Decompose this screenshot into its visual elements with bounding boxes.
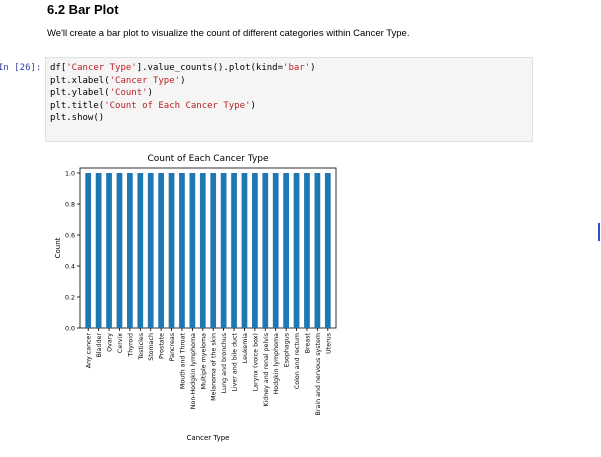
bar <box>85 173 92 328</box>
bar <box>116 173 123 328</box>
x-tick-label: Thyroid <box>127 333 134 358</box>
bar <box>137 173 144 328</box>
bar <box>199 173 206 328</box>
bar <box>293 173 300 328</box>
x-tick-label: Cervix <box>117 333 124 353</box>
code-line: plt.ylabel('Count') <box>50 88 153 98</box>
text-cursor <box>598 223 600 241</box>
x-axis-label: Cancer Type <box>187 434 230 442</box>
x-tick-label: Multiple myeloma <box>200 333 207 389</box>
bar <box>314 173 321 328</box>
bar <box>272 173 279 328</box>
cell-prompt: In [26]: <box>0 63 42 73</box>
x-tick-label: Mouth and Throat <box>179 332 186 389</box>
x-tick-label: Bladder <box>96 333 103 358</box>
x-tick-label: Non-Hodgkin lymphoma <box>190 333 197 409</box>
code-token: ) <box>147 88 153 98</box>
bar <box>179 173 185 328</box>
chart-title: Count of Each Cancer Type <box>147 154 269 164</box>
y-tick-label: 0.6 <box>65 232 75 239</box>
bar <box>106 173 112 328</box>
code-token: plt.xlabel( <box>50 75 110 86</box>
y-tick-label: 1.0 <box>65 170 75 177</box>
bar <box>168 173 175 328</box>
x-tick-label: Brain and nervous system <box>315 333 322 415</box>
code-line: df['Cancer Type'].value_counts().plot(ki… <box>50 63 316 73</box>
x-tick-label: Melanoma of the skin <box>211 333 218 401</box>
bar <box>283 173 289 328</box>
code-string: 'bar' <box>283 63 311 73</box>
y-tick-label: 0.0 <box>65 325 75 332</box>
x-tick-label: Pancreas <box>169 333 176 361</box>
bar <box>147 173 154 328</box>
y-tick-label: 0.2 <box>65 294 75 301</box>
plot-area <box>79 167 337 329</box>
section-heading: 6.2 Bar Plot <box>47 2 119 17</box>
bar <box>252 173 258 328</box>
x-tick-label: Kidney and renal pelvis <box>263 333 270 407</box>
code-token: df[ <box>50 63 67 73</box>
x-tick-label: Testicles <box>138 333 145 361</box>
code-string: 'Cancer Type' <box>66 63 137 73</box>
code-token: ) <box>180 75 186 86</box>
bar <box>231 173 237 328</box>
bar <box>324 173 331 328</box>
x-tick-label: Ovary <box>107 333 114 352</box>
code-token: ].value_counts().plot(kind= <box>136 63 284 73</box>
bar <box>95 173 102 328</box>
y-axis-label: Count <box>54 237 62 258</box>
code-token: ) <box>310 63 316 73</box>
x-tick-label: Leukemia <box>242 333 249 363</box>
code-token: plt.title( <box>50 100 105 111</box>
y-tick-label: 0.8 <box>65 201 75 208</box>
y-tick-label: 0.4 <box>65 263 75 270</box>
code-token: ) <box>250 100 256 111</box>
bar <box>158 173 164 328</box>
x-tick-label: Colon and rectum <box>294 333 301 389</box>
x-tick-label: Hodgkin lymphoma <box>273 333 280 395</box>
code-line: plt.title('Count of Each Cancer Type') <box>50 101 256 111</box>
x-tick-label: Lung and bronchus <box>221 333 228 393</box>
bar <box>189 173 196 328</box>
code-token: plt.show() <box>50 113 105 123</box>
bar <box>304 173 310 328</box>
bar <box>241 173 248 328</box>
code-string: 'Count' <box>109 88 148 98</box>
code-string: 'Count of Each Cancer Type' <box>104 100 251 111</box>
code-editor[interactable]: df['Cancer Type'].value_counts().plot(ki… <box>50 62 316 125</box>
x-tick-label: Uterus <box>325 333 332 354</box>
code-string: 'Cancer Type' <box>109 75 181 86</box>
bar <box>127 173 133 328</box>
code-line: plt.xlabel('Cancer Type') <box>50 76 185 86</box>
code-line: plt.show() <box>50 113 104 123</box>
x-tick-label: Breast <box>304 332 311 353</box>
x-tick-label: Stomach <box>148 333 155 361</box>
x-tick-label: Esophagus <box>284 333 291 367</box>
x-tick-label: Larynx (voice box) <box>252 333 259 391</box>
x-tick-label: Prostate <box>159 333 166 359</box>
code-token: plt.ylabel( <box>50 88 110 98</box>
bar <box>210 173 217 328</box>
section-description: We'll create a bar plot to visualize the… <box>47 28 410 39</box>
bar <box>220 173 227 328</box>
bar <box>262 173 269 328</box>
x-tick-label: Any cancer <box>86 333 93 369</box>
code-cell[interactable]: df['Cancer Type'].value_counts().plot(ki… <box>45 57 533 142</box>
x-tick-label: Liver and bile duct <box>232 332 239 391</box>
